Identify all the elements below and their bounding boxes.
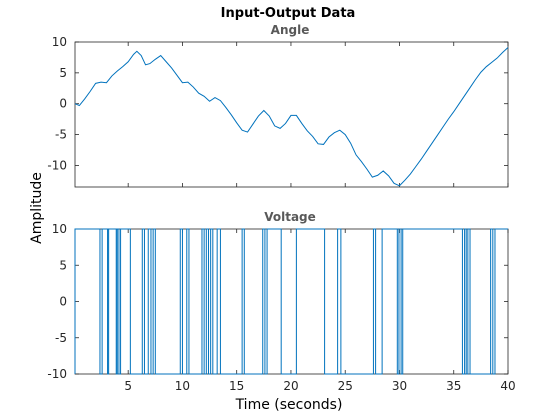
y-tick-label: 10 <box>52 35 67 49</box>
panel-angle: Angle -10 -5 0 5 10 <box>47 23 509 188</box>
chart-title: Input-Output Data <box>221 6 356 21</box>
y-ticks-voltage: -10 -5 0 5 10 <box>47 222 508 381</box>
plot-area-voltage <box>74 228 509 375</box>
x-tick-label: 5 <box>124 379 132 393</box>
y-tick-label: 0 <box>59 97 67 111</box>
x-tick-label: 20 <box>283 379 298 393</box>
x-tick-label: 15 <box>229 379 244 393</box>
x-tick-label: 35 <box>446 379 461 393</box>
y-tick-label: 5 <box>59 66 67 80</box>
voltage-series-line <box>74 228 508 375</box>
panel-subtitle-voltage: Voltage <box>264 210 316 224</box>
y-ticks-angle: -10 -5 0 5 10 <box>47 35 508 172</box>
y-tick-label: -10 <box>47 367 67 381</box>
panel-voltage: Voltage -10 -5 0 5 10 5 10 15 20 25 30 35 40 <box>47 210 515 393</box>
y-tick-label: 0 <box>59 295 67 309</box>
y-tick-label: -5 <box>55 331 67 345</box>
x-axis-label: Time (seconds) <box>235 397 343 413</box>
y-tick-label: -10 <box>47 158 67 172</box>
panel-subtitle-angle: Angle <box>271 23 310 37</box>
y-axis-label: Amplitude <box>29 172 45 244</box>
x-tick-label: 30 <box>392 379 407 393</box>
y-tick-label: -5 <box>55 128 67 142</box>
y-tick-label: 5 <box>59 258 67 272</box>
x-tick-label: 10 <box>175 379 190 393</box>
x-tick-label: 25 <box>338 379 353 393</box>
angle-series-line <box>74 47 509 187</box>
y-tick-label: 10 <box>52 222 67 236</box>
plot-area-angle <box>74 41 509 188</box>
x-tick-label: 40 <box>500 379 515 393</box>
x-ticks-angle <box>127 42 509 187</box>
x-ticks-voltage: 5 10 15 20 25 30 35 40 <box>124 229 516 393</box>
